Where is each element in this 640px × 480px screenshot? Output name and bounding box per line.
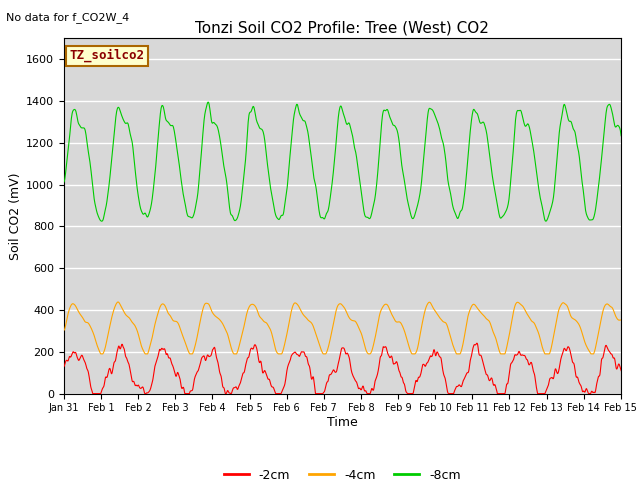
Y-axis label: Soil CO2 (mV): Soil CO2 (mV) [9, 172, 22, 260]
X-axis label: Time: Time [327, 416, 358, 429]
Legend: -2cm, -4cm, -8cm: -2cm, -4cm, -8cm [219, 464, 466, 480]
Text: TZ_soilco2: TZ_soilco2 [70, 49, 145, 62]
Text: No data for f_CO2W_4: No data for f_CO2W_4 [6, 12, 130, 23]
Title: Tonzi Soil CO2 Profile: Tree (West) CO2: Tonzi Soil CO2 Profile: Tree (West) CO2 [195, 21, 490, 36]
